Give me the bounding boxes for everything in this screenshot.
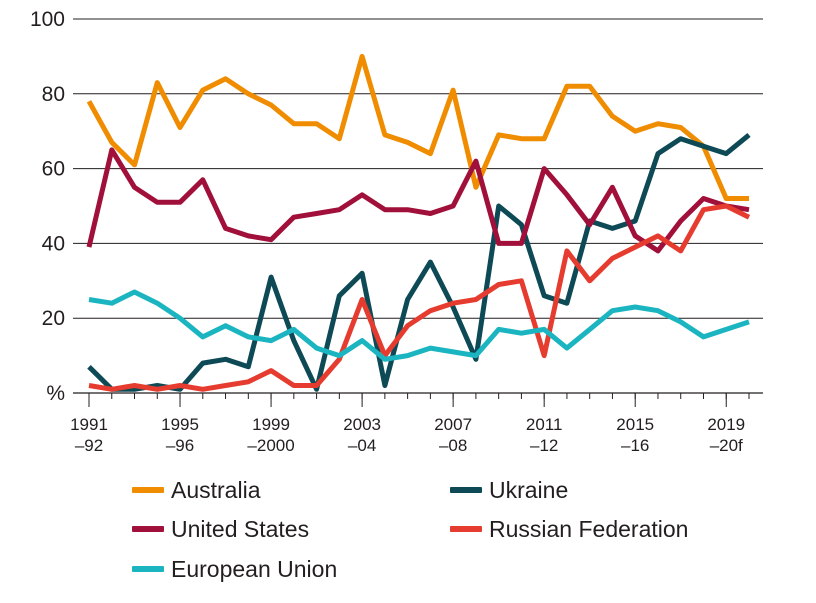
legend-label-european-union: European Union — [171, 555, 338, 582]
series-line-united-states — [86, 147, 750, 254]
x-tick-label-bottom: –12 — [530, 436, 558, 455]
line-chart: % 20 40 60 80 100 1991 –92 1995 –96 1999 –2000 2003… — [30, 8, 763, 455]
legend-item-russian-federation: Russian Federation — [450, 511, 688, 547]
legend-swatch-russian-federation — [450, 526, 482, 532]
y-tick-label: 100 — [30, 8, 65, 31]
legend-swatch-european-union — [132, 566, 164, 572]
grid-lines — [73, 18, 763, 394]
legend-swatch-australia — [132, 487, 164, 493]
x-tick-label-top: 1999 — [252, 415, 290, 434]
x-tick-label-bottom: –96 — [166, 436, 194, 455]
x-tick-label-top: 1995 — [161, 415, 199, 434]
y-tick-label: 80 — [42, 83, 65, 106]
legend-label-australia: Australia — [171, 476, 261, 503]
y-tick-label: 40 — [42, 232, 65, 255]
x-tick-label-top: 2019 — [707, 415, 745, 434]
x-tick-label-top: 2011 — [526, 415, 563, 434]
x-tick-label-top: 2007 — [434, 415, 472, 434]
y-axis-ticks: % 20 40 60 80 100 — [30, 8, 65, 405]
x-tick-label-bottom: –08 — [439, 436, 467, 455]
x-tick-label-top: 1991 — [70, 415, 108, 434]
series-line-russian-federation — [88, 203, 751, 392]
legend-label-united-states: United States — [171, 515, 310, 542]
x-tick-label-bottom: –92 — [75, 436, 103, 455]
legend-item-european-union: European Union — [132, 551, 337, 587]
series-line-ukraine — [87, 132, 751, 392]
series-line-european-union — [88, 289, 750, 362]
x-axis-ticks: 1991 –92 1995 –96 1999 –2000 2003 –04 2007 –08 201… — [70, 393, 750, 455]
legend-label-russian-federation: Russian Federation — [489, 515, 689, 542]
legend-swatch-ukraine — [450, 487, 482, 493]
series-lines — [86, 53, 751, 392]
legend-swatch-united-states — [132, 526, 164, 532]
x-tick-label-top: 2015 — [616, 415, 654, 434]
legend-item-united-states: United States — [132, 511, 309, 547]
x-tick-label-top: 2003 — [343, 415, 381, 434]
y-tick-label: % — [46, 382, 65, 405]
x-tick-label-bottom: –20f — [710, 436, 743, 455]
y-tick-label: 20 — [42, 307, 65, 330]
legend-item-ukraine: Ukraine — [450, 472, 568, 508]
x-tick-label-bottom: –16 — [621, 436, 649, 455]
x-tick-label-bottom: –2000 — [247, 436, 294, 455]
y-tick-label: 60 — [42, 158, 65, 181]
legend-item-australia: Australia — [132, 472, 260, 508]
legend-label-ukraine: Ukraine — [489, 476, 569, 503]
x-tick-label-bottom: –04 — [348, 436, 376, 455]
series-line-australia — [86, 53, 749, 201]
